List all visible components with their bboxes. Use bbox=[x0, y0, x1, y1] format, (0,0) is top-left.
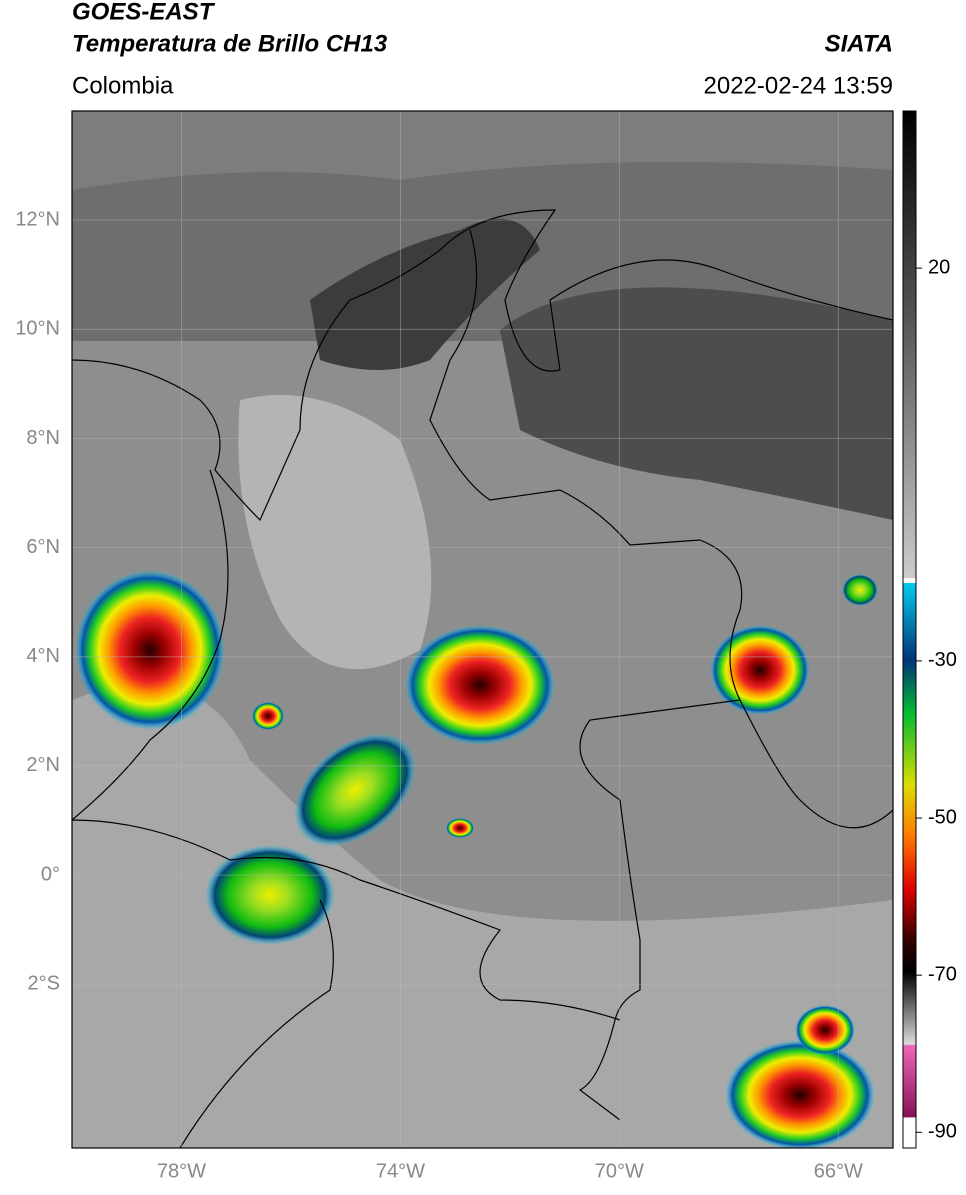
subtitle: Temperatura de Brillo CH13 bbox=[72, 30, 388, 57]
storm-cell bbox=[205, 845, 335, 945]
lat-tick-label: 0° bbox=[41, 863, 60, 885]
map-frame bbox=[71, 110, 894, 1149]
dark-land bbox=[500, 287, 893, 520]
lat-tick-label: 4°N bbox=[26, 645, 60, 667]
coastline bbox=[179, 899, 334, 1148]
colorbar bbox=[902, 110, 917, 1149]
storm-cell bbox=[294, 733, 416, 847]
lat-tick-label: 2°N bbox=[26, 754, 60, 776]
border bbox=[72, 819, 621, 1021]
border bbox=[429, 229, 743, 1121]
cloud-band bbox=[72, 111, 893, 190]
storm-cell bbox=[710, 625, 810, 715]
light-cloud bbox=[238, 395, 432, 670]
lat-tick-label: 10°N bbox=[15, 318, 60, 340]
storm-cell bbox=[842, 574, 878, 606]
title: GOES-EAST bbox=[72, 0, 216, 25]
storm-cell bbox=[75, 570, 225, 730]
light-cloud bbox=[72, 684, 893, 1148]
storm-cell bbox=[446, 818, 474, 838]
colorbar-tick-label: -50 bbox=[928, 806, 957, 828]
storm-cell bbox=[725, 1040, 875, 1148]
border bbox=[739, 699, 893, 829]
storm-cell bbox=[252, 702, 284, 730]
colorbar-tick-label: -30 bbox=[928, 649, 957, 671]
colorbar-tick-label: -90 bbox=[928, 1121, 957, 1143]
source: SIATA bbox=[825, 30, 893, 57]
dark-land bbox=[310, 218, 540, 370]
lat-tick-label: 6°N bbox=[26, 536, 60, 558]
coastline bbox=[72, 209, 893, 522]
graticule bbox=[72, 111, 893, 1148]
storm-cell bbox=[795, 1005, 855, 1055]
lon-tick-label: 74°W bbox=[376, 1160, 425, 1182]
timestamp: 2022-02-24 13:59 bbox=[704, 72, 894, 99]
region: Colombia bbox=[72, 72, 174, 99]
lat-tick-label: 8°N bbox=[26, 427, 60, 449]
lat-tick-label: 12°N bbox=[15, 208, 60, 230]
lat-tick-label: 2°S bbox=[28, 973, 60, 995]
colorbar-tick-label: 20 bbox=[928, 256, 950, 278]
lon-tick-label: 70°W bbox=[595, 1160, 644, 1182]
satellite-image bbox=[72, 111, 893, 1148]
lon-tick-label: 78°W bbox=[157, 1160, 206, 1182]
storm-cell bbox=[405, 625, 555, 745]
colorbar-tick-label: -70 bbox=[928, 963, 957, 985]
lon-tick-label: 66°W bbox=[814, 1160, 863, 1182]
